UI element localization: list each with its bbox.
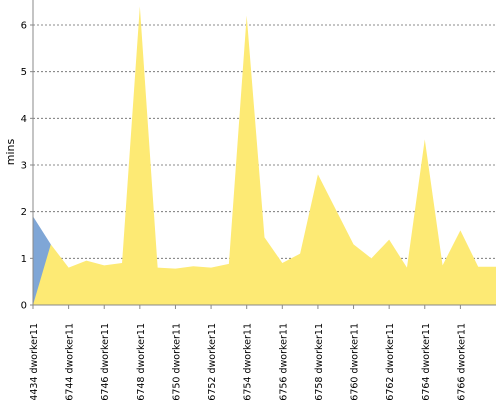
y-tick-label: 2 <box>21 207 27 218</box>
y-tick-label: 5 <box>21 67 27 78</box>
x-tick-label: #6762 dworker11 <box>385 323 396 400</box>
x-tick-label: #6760 dworker11 <box>350 323 361 400</box>
y-tick-label: 1 <box>21 254 27 265</box>
y-tick-label: 0 <box>21 301 27 312</box>
x-tick-label: #6750 dworker11 <box>171 323 182 400</box>
y-axis-label: mins <box>4 138 17 165</box>
x-tick-label: #6764 dworker11 <box>421 323 432 400</box>
axes <box>30 0 496 309</box>
x-tick-label: #6746 dworker11 <box>100 323 111 400</box>
x-tick-label: #4434 dworker11 <box>29 323 40 400</box>
y-tick-label: 4 <box>21 114 27 125</box>
x-tick-label: #6754 dworker11 <box>243 323 254 400</box>
y-tick-labels: 0 1 2 3 4 5 6 <box>21 21 27 312</box>
y-tick-label: 6 <box>21 21 27 32</box>
series-area-1 <box>33 6 496 306</box>
x-tick-label: #6752 dworker11 <box>207 323 218 400</box>
x-tick-labels: #4434 dworker11 #6744 dworker11 #6746 dwor… <box>29 323 467 400</box>
x-tick-label: #6758 dworker11 <box>314 323 325 400</box>
x-tick-label: #6756 dworker11 <box>278 323 289 400</box>
series-areas <box>33 6 496 306</box>
y-tick-label: 3 <box>21 161 27 172</box>
x-tick-label: #6748 dworker11 <box>136 323 147 400</box>
x-tick-label: #6744 dworker11 <box>65 323 76 400</box>
x-tick-label: #6766 dworker11 <box>456 323 467 400</box>
